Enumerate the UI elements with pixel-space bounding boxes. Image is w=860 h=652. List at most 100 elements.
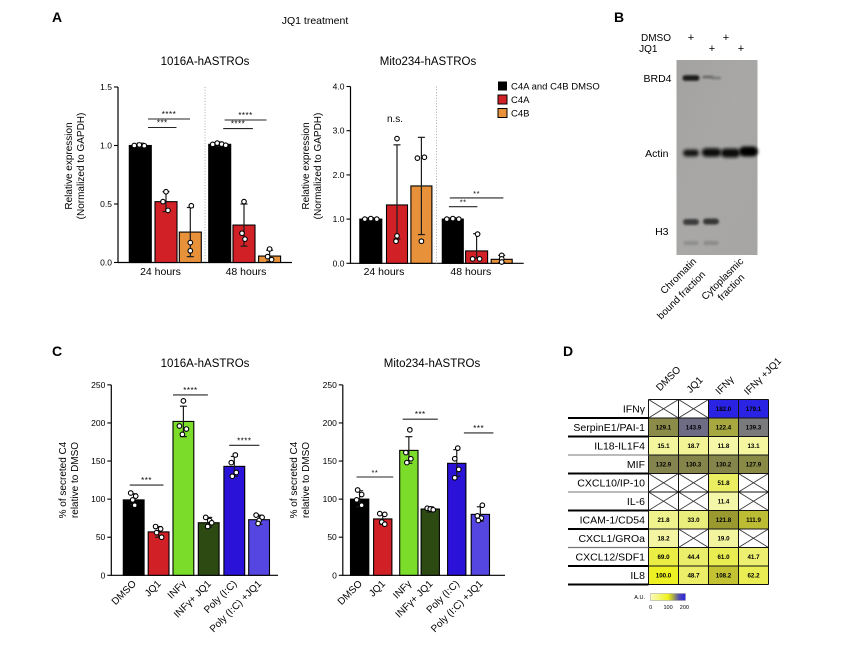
svg-text:BRD4: BRD4 (643, 73, 671, 85)
svg-text:179.1: 179.1 (746, 406, 762, 413)
svg-text:21.8: 21.8 (657, 517, 670, 524)
svg-text:11.4: 11.4 (718, 499, 730, 506)
svg-text:****: **** (162, 110, 176, 119)
svg-text:24 hours: 24 hours (364, 266, 405, 278)
svg-text:127.9: 127.9 (746, 462, 762, 469)
svg-text:62.2: 62.2 (747, 573, 760, 580)
svg-text:Relative expression: Relative expression (64, 122, 75, 209)
svg-text:121.8: 121.8 (716, 517, 732, 524)
svg-text:200: 200 (323, 418, 337, 428)
svg-text:100: 100 (664, 605, 673, 611)
svg-text:relative to DMSO: relative to DMSO (301, 442, 312, 518)
svg-text:48.7: 48.7 (687, 573, 700, 580)
svg-text:100: 100 (323, 494, 337, 504)
svg-text:150: 150 (91, 456, 105, 466)
svg-text:0: 0 (332, 570, 337, 580)
svg-text:JQ1 treatment: JQ1 treatment (282, 15, 349, 27)
svg-text:***: *** (157, 119, 168, 128)
svg-text:relative to DMSO: relative to DMSO (70, 442, 81, 518)
svg-text:132.9: 132.9 (656, 462, 672, 469)
svg-text:100: 100 (91, 494, 105, 504)
svg-text:24 hours: 24 hours (140, 266, 181, 278)
svg-text:C4B: C4B (511, 109, 529, 120)
svg-text:Actin: Actin (645, 148, 669, 160)
svg-text:69.0: 69.0 (657, 554, 670, 561)
svg-text:% of secreted C4: % of secreted C4 (58, 441, 69, 518)
svg-text:1016A-hASTROs: 1016A-hASTROs (161, 56, 250, 68)
svg-text:0.0: 0.0 (100, 258, 112, 268)
svg-text:48 hours: 48 hours (450, 266, 491, 278)
svg-text:CXCL10/IP-10: CXCL10/IP-10 (577, 477, 645, 489)
svg-text:B: B (614, 9, 624, 25)
svg-text:**: ** (473, 189, 480, 198)
svg-text:MIF: MIF (627, 459, 645, 471)
svg-text:44.4: 44.4 (687, 554, 700, 561)
svg-text:H3: H3 (655, 226, 669, 238)
svg-text:18.2: 18.2 (657, 536, 670, 543)
svg-text:50: 50 (96, 532, 106, 542)
svg-text:C4A: C4A (511, 95, 530, 106)
svg-text:0: 0 (101, 570, 106, 580)
svg-text:51.8: 51.8 (717, 480, 730, 487)
svg-text:ICAM-1/CD54: ICAM-1/CD54 (580, 514, 646, 526)
svg-text:Mito234-hASTROs: Mito234-hASTROs (380, 56, 477, 68)
svg-text:200: 200 (91, 418, 105, 428)
svg-text:0.5: 0.5 (100, 199, 112, 209)
svg-text:***: *** (415, 410, 426, 419)
svg-text:IFNγ: IFNγ (623, 403, 646, 415)
svg-text:139.3: 139.3 (746, 425, 762, 432)
svg-text:****: **** (183, 386, 197, 395)
svg-text:Relative expression: Relative expression (301, 122, 312, 209)
svg-text:SerpinE1/PAI-1: SerpinE1/PAI-1 (573, 422, 645, 434)
svg-text:250: 250 (323, 380, 337, 390)
svg-text:41.7: 41.7 (747, 554, 760, 561)
svg-text:D: D (563, 343, 573, 359)
svg-text:143.9: 143.9 (686, 425, 702, 432)
svg-text:150: 150 (323, 456, 337, 466)
svg-text:1016A-hASTROs: 1016A-hASTROs (161, 358, 250, 370)
svg-text:2.0: 2.0 (333, 170, 345, 180)
svg-text:+: + (723, 32, 729, 44)
svg-text:18.7: 18.7 (687, 443, 700, 450)
svg-text:122.4: 122.4 (716, 425, 732, 432)
svg-text:DMSO: DMSO (641, 33, 671, 44)
svg-text:61.0: 61.0 (717, 554, 730, 561)
svg-text:IL-6: IL-6 (627, 496, 645, 508)
svg-text:0: 0 (649, 605, 652, 611)
svg-text:182.0: 182.0 (716, 406, 732, 413)
svg-text:****: **** (237, 436, 251, 445)
svg-text:***: *** (141, 476, 152, 485)
svg-text:129.1: 129.1 (656, 425, 672, 432)
svg-text:4.0: 4.0 (333, 82, 345, 92)
svg-text:+: + (688, 32, 694, 44)
svg-text:JQ1: JQ1 (639, 44, 658, 55)
svg-text:50: 50 (327, 532, 337, 542)
svg-text:11.8: 11.8 (718, 443, 730, 450)
svg-text:108.2: 108.2 (716, 573, 732, 580)
svg-text:48 hours: 48 hours (226, 266, 267, 278)
svg-text:(Normalized to GAPDH): (Normalized to GAPDH) (313, 113, 324, 220)
svg-text:A.U.: A.U. (634, 595, 645, 601)
svg-text:IL8: IL8 (630, 570, 645, 582)
svg-text:A: A (52, 9, 62, 25)
svg-text:+: + (738, 43, 744, 55)
svg-text:C4A and C4B DMSO: C4A and C4B DMSO (511, 82, 600, 93)
svg-text:130.2: 130.2 (716, 462, 732, 469)
svg-text:1.0: 1.0 (100, 141, 112, 151)
svg-text:***: *** (473, 424, 484, 433)
svg-text:(Normalized to GAPDH): (Normalized to GAPDH) (76, 113, 87, 220)
svg-text:**: ** (460, 198, 467, 207)
svg-text:200: 200 (680, 605, 689, 611)
svg-text:CXCL1/GROa: CXCL1/GROa (578, 533, 645, 545)
svg-text:111.9: 111.9 (746, 517, 761, 524)
svg-text:CXCL12/SDF1: CXCL12/SDF1 (576, 551, 646, 563)
svg-text:1.0: 1.0 (333, 214, 345, 224)
svg-text:130.3: 130.3 (686, 462, 702, 469)
svg-text:13.1: 13.1 (747, 443, 760, 450)
svg-text:****: **** (231, 120, 245, 129)
svg-text:**: ** (371, 468, 378, 477)
svg-text:****: **** (238, 111, 252, 120)
svg-text:0.0: 0.0 (333, 258, 345, 268)
svg-text:15.1: 15.1 (657, 443, 670, 450)
svg-text:3.0: 3.0 (333, 126, 345, 136)
